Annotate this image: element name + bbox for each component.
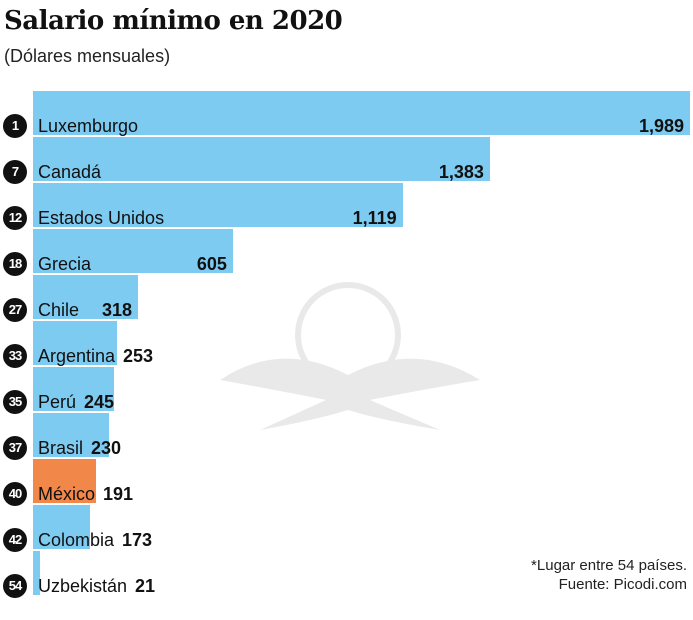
bar [33,321,117,365]
value-label: 1,989 [639,116,685,136]
rank-badge: 12 [3,206,27,230]
bar-row: 54 Uzbekistán 21 [0,551,693,598]
category-label: Luxemburgo [38,116,139,136]
bar [33,459,97,503]
footnote: *Lugar entre 54 países. [531,557,687,574]
bar [33,91,690,135]
value-label: 173 [122,530,153,550]
bar [33,551,40,595]
category-label: Brasil [38,438,84,458]
bar [33,275,139,319]
bar [33,367,114,411]
value-label: 318 [102,300,133,320]
category-label: Grecia [38,254,92,274]
bar-row: 33 Argentina 253 [0,321,693,368]
rank-badge: 40 [3,482,27,506]
value-label: 245 [84,392,115,412]
rank-badge: 33 [3,344,27,368]
rank-badge: 1 [3,114,27,138]
rank-badge: 42 [3,528,27,552]
rank-badge: 35 [3,390,27,414]
category-label: Colombia [38,530,115,550]
bar-row: 7 Canadá 1,383 [0,137,693,184]
value-label: 230 [91,438,122,458]
value-label: 605 [196,254,227,274]
category-label: Chile [38,300,80,320]
eagle-globe-watermark-icon [220,282,480,430]
bar [33,137,490,181]
bar-row: 27 Chile 318 [0,275,693,322]
value-label: 21 [135,576,156,596]
value-label: 1,383 [438,162,484,182]
rank-badge: 7 [3,160,27,184]
rank-badge: 27 [3,298,27,322]
value-label: 253 [123,346,154,366]
bar [33,505,91,549]
bar [33,229,233,273]
category-label: Canadá [38,162,102,182]
chart-title: Salario mínimo en 2020 [4,6,343,36]
bar-row: 42 Colombia 173 [0,505,693,552]
rank-badge: 37 [3,436,27,460]
bar-row: 12 Estados Unidos 1,119 [0,183,693,230]
category-label: Perú [38,392,77,412]
rank-badge: 54 [3,574,27,598]
bar [33,183,403,227]
category-label: Uzbekistán [38,576,128,596]
bar [33,413,109,457]
bar-row: 18 Grecia 605 [0,229,693,276]
notes: *Lugar entre 54 países. Fuente: Picodi.c… [531,556,687,594]
category-label: México [38,484,96,504]
rank-badge: 18 [3,252,27,276]
category-label: Argentina [38,346,116,366]
value-label: 1,119 [352,208,397,228]
bar-row: 1 Luxemburgo 1,989 [0,91,693,138]
chart-subtitle: (Dólares mensuales) [4,46,171,66]
source: Fuente: Picodi.com [558,576,687,593]
value-label: 191 [103,484,134,504]
bar-row: 40 México 191 [0,459,693,506]
bar-row: 37 Brasil 230 [0,413,693,460]
category-label: Estados Unidos [38,208,165,228]
bar-row: 35 Perú 245 [0,367,693,414]
